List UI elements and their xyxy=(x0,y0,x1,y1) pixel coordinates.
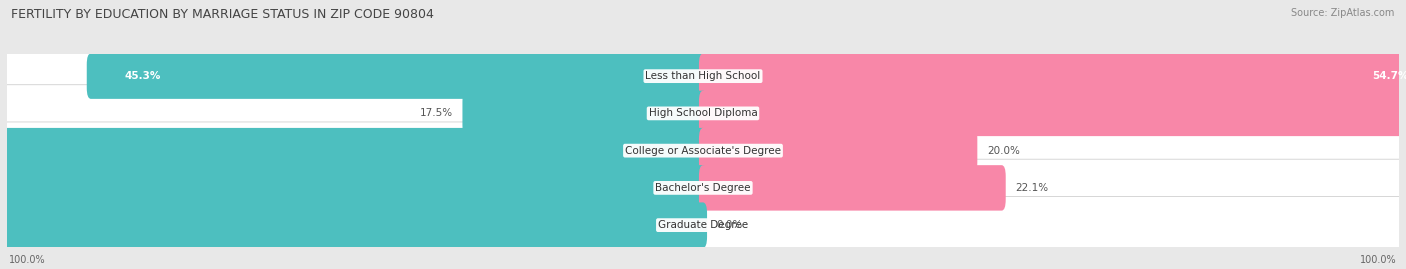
FancyBboxPatch shape xyxy=(3,122,1403,179)
Text: College or Associate's Degree: College or Associate's Degree xyxy=(626,146,780,156)
Text: Less than High School: Less than High School xyxy=(645,71,761,81)
FancyBboxPatch shape xyxy=(3,159,1403,217)
Text: FERTILITY BY EDUCATION BY MARRIAGE STATUS IN ZIP CODE 90804: FERTILITY BY EDUCATION BY MARRIAGE STATU… xyxy=(11,8,434,21)
FancyBboxPatch shape xyxy=(87,54,707,99)
FancyBboxPatch shape xyxy=(0,202,707,248)
FancyBboxPatch shape xyxy=(3,85,1403,142)
Text: 54.7%: 54.7% xyxy=(1372,71,1406,81)
Text: 20.0%: 20.0% xyxy=(987,146,1019,156)
Text: Source: ZipAtlas.com: Source: ZipAtlas.com xyxy=(1291,8,1395,18)
Text: Graduate Degree: Graduate Degree xyxy=(658,220,748,230)
Text: 45.3%: 45.3% xyxy=(125,71,160,81)
FancyBboxPatch shape xyxy=(0,165,707,211)
Text: High School Diploma: High School Diploma xyxy=(648,108,758,118)
FancyBboxPatch shape xyxy=(3,47,1403,105)
Text: 22.1%: 22.1% xyxy=(1015,183,1049,193)
Text: 17.5%: 17.5% xyxy=(420,108,453,118)
Text: Bachelor's Degree: Bachelor's Degree xyxy=(655,183,751,193)
FancyBboxPatch shape xyxy=(699,91,1406,136)
FancyBboxPatch shape xyxy=(0,128,707,173)
FancyBboxPatch shape xyxy=(463,91,707,136)
Text: 0.0%: 0.0% xyxy=(717,220,742,230)
FancyBboxPatch shape xyxy=(699,54,1406,99)
FancyBboxPatch shape xyxy=(699,165,1005,211)
FancyBboxPatch shape xyxy=(699,128,977,173)
FancyBboxPatch shape xyxy=(3,196,1403,254)
